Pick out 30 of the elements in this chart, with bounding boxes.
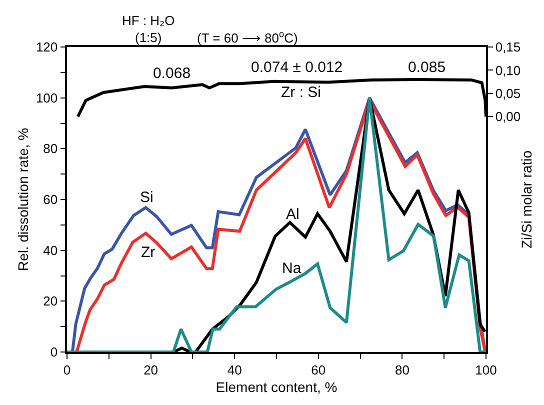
y2-tick-label: 0,00 xyxy=(495,109,521,124)
y-tick-label: 40 xyxy=(43,242,58,258)
annotation: Zr : Si xyxy=(281,84,321,101)
annotation: 0.074 ± 0.012 xyxy=(251,59,343,76)
x-tick-label: 0 xyxy=(63,362,71,378)
y-tick-label: 0 xyxy=(50,344,58,360)
y-tick-label: 20 xyxy=(43,294,58,309)
x-tick-label: 60 xyxy=(311,362,326,378)
text: HF : H₂O (1:5) xyxy=(122,13,175,45)
y2-tick-label: 0,05 xyxy=(495,86,521,101)
y-tick-label: 100 xyxy=(36,90,58,106)
annotation: Zr xyxy=(141,244,156,261)
y-axis-title: Rel. dissolution rate, % xyxy=(15,128,32,272)
annotation: Si xyxy=(140,189,154,206)
text: (T = 60 ⟶ 80$^{o}$C) xyxy=(197,29,298,46)
annotation: 0.068 xyxy=(153,65,191,82)
x-tick-label: 20 xyxy=(144,362,158,378)
y2-tick-label: 0,15 xyxy=(495,40,521,55)
x-tick-label: 40 xyxy=(227,362,242,378)
annotation: Al xyxy=(286,206,300,223)
annotation: 0.085 xyxy=(408,59,446,76)
y-tick-label: 80 xyxy=(43,141,58,156)
y-tick-label: 60 xyxy=(43,192,58,208)
y2-axis-title: Zi/Si molar ratio xyxy=(518,150,534,249)
y-tick-label: 120 xyxy=(36,40,58,55)
x-axis-title: Element content, % xyxy=(216,379,338,396)
x-tick-label: 80 xyxy=(394,362,410,378)
y2-tick-label: 0,10 xyxy=(495,62,521,78)
x-tick-label: 100 xyxy=(475,362,497,378)
annotation: Na xyxy=(282,260,302,277)
